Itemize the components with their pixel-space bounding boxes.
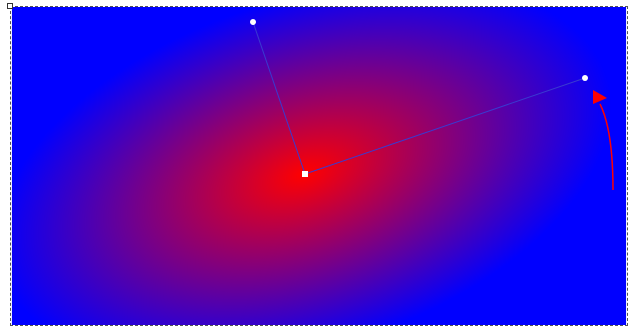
- radius-handle-horizontal-icon[interactable]: [582, 75, 588, 81]
- radial-gradient-rectangle[interactable]: [11, 7, 627, 325]
- rotate-arrow-icon[interactable]: [593, 90, 607, 104]
- selection-corner-handle-icon[interactable]: [7, 3, 13, 9]
- gradient-rectangle-selection[interactable]: [10, 6, 628, 326]
- radius-handle-vertical-icon[interactable]: [250, 19, 256, 25]
- center-handle-square-icon[interactable]: [302, 171, 308, 177]
